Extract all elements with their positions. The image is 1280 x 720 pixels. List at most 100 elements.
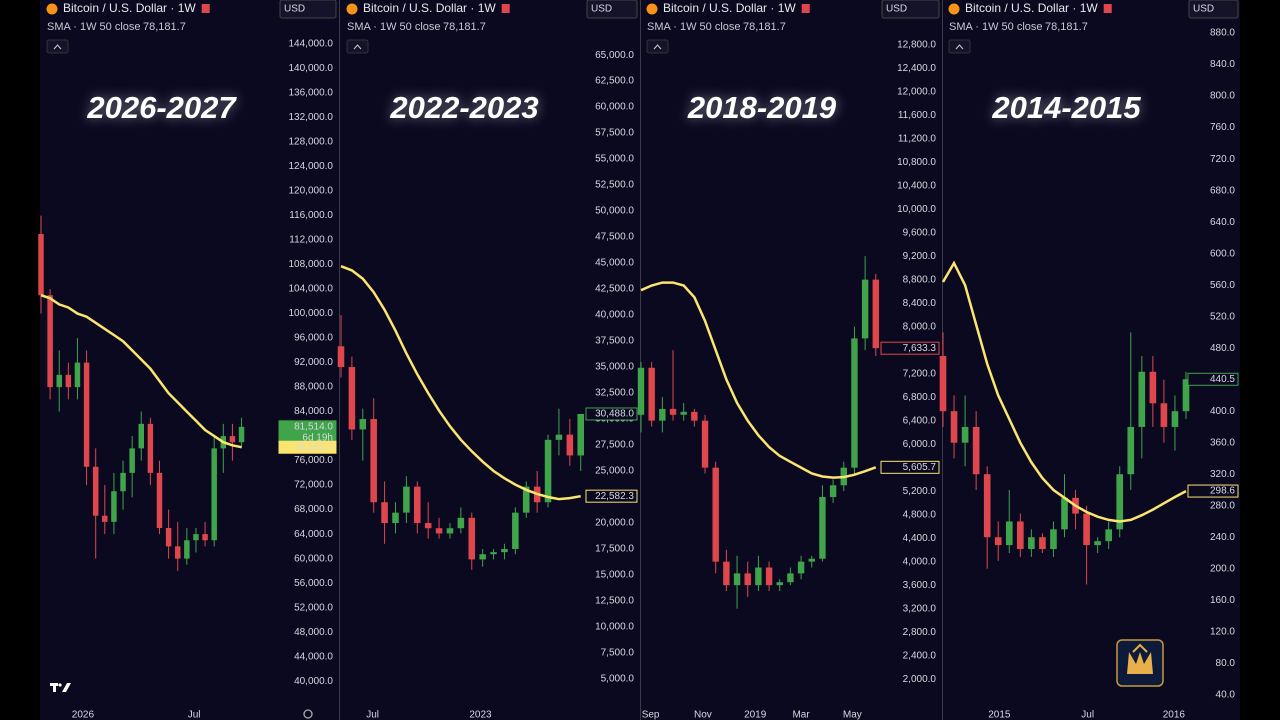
x-tick-label: Jul — [366, 710, 379, 720]
candle-body — [337, 346, 345, 368]
y-tick-label: 20,000.0 — [595, 518, 634, 529]
sma-tag — [585, 489, 638, 503]
candle-body — [435, 528, 443, 534]
candle-body — [211, 448, 217, 541]
y-tick-label: 240.0 — [1210, 532, 1235, 543]
x-tick-label: 2019 — [744, 710, 767, 720]
y-tick-label: 124,000.0 — [289, 161, 334, 172]
y-tick-label: 37,500.0 — [595, 336, 634, 347]
x-tick-label: Mar — [792, 710, 810, 720]
y-tick-label: 48,000.0 — [294, 627, 333, 638]
price-tag-label: 7,633.3 — [903, 343, 937, 354]
channel-logo — [1116, 639, 1164, 687]
y-tick-label: 45,000.0 — [595, 258, 634, 269]
y-tick-label: 32,500.0 — [595, 388, 634, 399]
currency-select[interactable] — [1188, 0, 1239, 19]
flag-icon — [201, 4, 210, 13]
price-tag — [880, 341, 940, 355]
y-tick-label: 12,800.0 — [897, 39, 936, 50]
y-tick-label: 400.0 — [1210, 406, 1235, 417]
candle-body — [765, 567, 773, 586]
y-tick-label: 92,000.0 — [294, 357, 333, 368]
collapse-arrow — [53, 44, 62, 50]
indicator-value: 78,181.7 — [443, 21, 486, 33]
tradingview-logo — [50, 683, 71, 692]
collapse-button[interactable] — [346, 39, 369, 54]
sma-tag-label: 22,582.3 — [595, 491, 634, 502]
candle-body — [659, 408, 666, 421]
collapse-button[interactable] — [46, 39, 69, 54]
y-tick-label: 60,000.0 — [294, 553, 333, 564]
y-tick-label: 760.0 — [1210, 122, 1235, 133]
x-tick-label: 2015 — [988, 710, 1011, 720]
y-tick-label: 8,000.0 — [903, 321, 937, 332]
candle-body — [566, 434, 574, 456]
indicator-value: 78,181.7 — [1045, 21, 1088, 33]
y-tick-label: 57,500.0 — [595, 128, 634, 139]
candle-body — [229, 436, 236, 443]
collapse-button[interactable] — [646, 39, 669, 54]
symbol-title: Bitcoin / U.S. Dollar · 1W — [965, 1, 1098, 15]
candle-body — [490, 552, 497, 555]
candle-body — [680, 411, 687, 415]
sma-line — [40, 294, 242, 449]
candle-body — [1050, 529, 1057, 550]
y-tick-label: 6,000.0 — [903, 439, 937, 450]
candle-body — [359, 419, 367, 430]
candle-body — [1028, 537, 1035, 550]
candle-body — [1005, 521, 1013, 546]
settings-icon[interactable] — [303, 709, 313, 719]
y-tick-label: 47,500.0 — [595, 232, 634, 243]
y-tick-label: 2,800.0 — [903, 627, 937, 638]
sma-tag-label: 78,181.7 — [294, 442, 333, 453]
collapse-arrow — [353, 44, 362, 50]
sma-tag — [1187, 484, 1239, 498]
y-tick-label: 72,000.0 — [294, 480, 333, 491]
indicator-name: SMA · 1W 50 close — [347, 21, 441, 33]
y-tick-label: 84,000.0 — [294, 406, 333, 417]
y-tick-label: 120.0 — [1210, 626, 1235, 637]
currency-select[interactable] — [279, 0, 337, 19]
y-tick-label: 55,000.0 — [595, 154, 634, 165]
candle-body — [637, 367, 645, 415]
y-tick-label: 840.0 — [1210, 59, 1235, 70]
y-tick-label: 12,500.0 — [595, 596, 634, 607]
y-tick-label: 64,000.0 — [294, 529, 333, 540]
candle-body — [648, 367, 655, 421]
y-tick-label: 560.0 — [1210, 280, 1235, 291]
x-tick-label: Nov — [694, 710, 712, 720]
y-tick-label: 44,000.0 — [294, 651, 333, 662]
candle-body — [38, 233, 44, 296]
y-tick-label: 720.0 — [1210, 154, 1235, 165]
price-tag-label: 81,514.0 — [294, 421, 333, 432]
candle-body — [522, 486, 530, 513]
candle-body — [787, 573, 794, 583]
candle-body — [744, 573, 751, 586]
candle-body — [392, 512, 399, 524]
candle-body — [370, 419, 377, 503]
y-tick-label: 25,000.0 — [595, 466, 634, 477]
y-tick-label: 96,000.0 — [294, 333, 333, 344]
candle-body — [446, 528, 454, 534]
sma-tag — [880, 460, 940, 474]
collapse-button[interactable] — [948, 39, 971, 54]
candle-body — [1083, 513, 1090, 546]
y-tick-label: 10,400.0 — [897, 180, 936, 191]
currency-select[interactable] — [586, 0, 638, 19]
y-tick-label: 132,000.0 — [289, 112, 334, 123]
y-tick-label: 520.0 — [1210, 311, 1235, 322]
x-tick-label: Sep — [642, 710, 660, 720]
candle-body — [851, 338, 858, 468]
candle-body — [129, 448, 135, 473]
candle-body — [501, 549, 508, 553]
bitcoin-icon — [346, 3, 358, 15]
y-tick-label: 10,000.0 — [595, 622, 634, 633]
symbol-title: Bitcoin / U.S. Dollar · 1W — [63, 1, 196, 15]
y-tick-label: 320.0 — [1210, 469, 1235, 480]
y-tick-label: 640.0 — [1210, 217, 1235, 228]
y-tick-label: 2,000.0 — [903, 674, 937, 685]
y-tick-label: 800.0 — [1210, 91, 1235, 102]
x-tick-label: 2026 — [72, 710, 95, 720]
currency-select[interactable] — [881, 0, 940, 19]
